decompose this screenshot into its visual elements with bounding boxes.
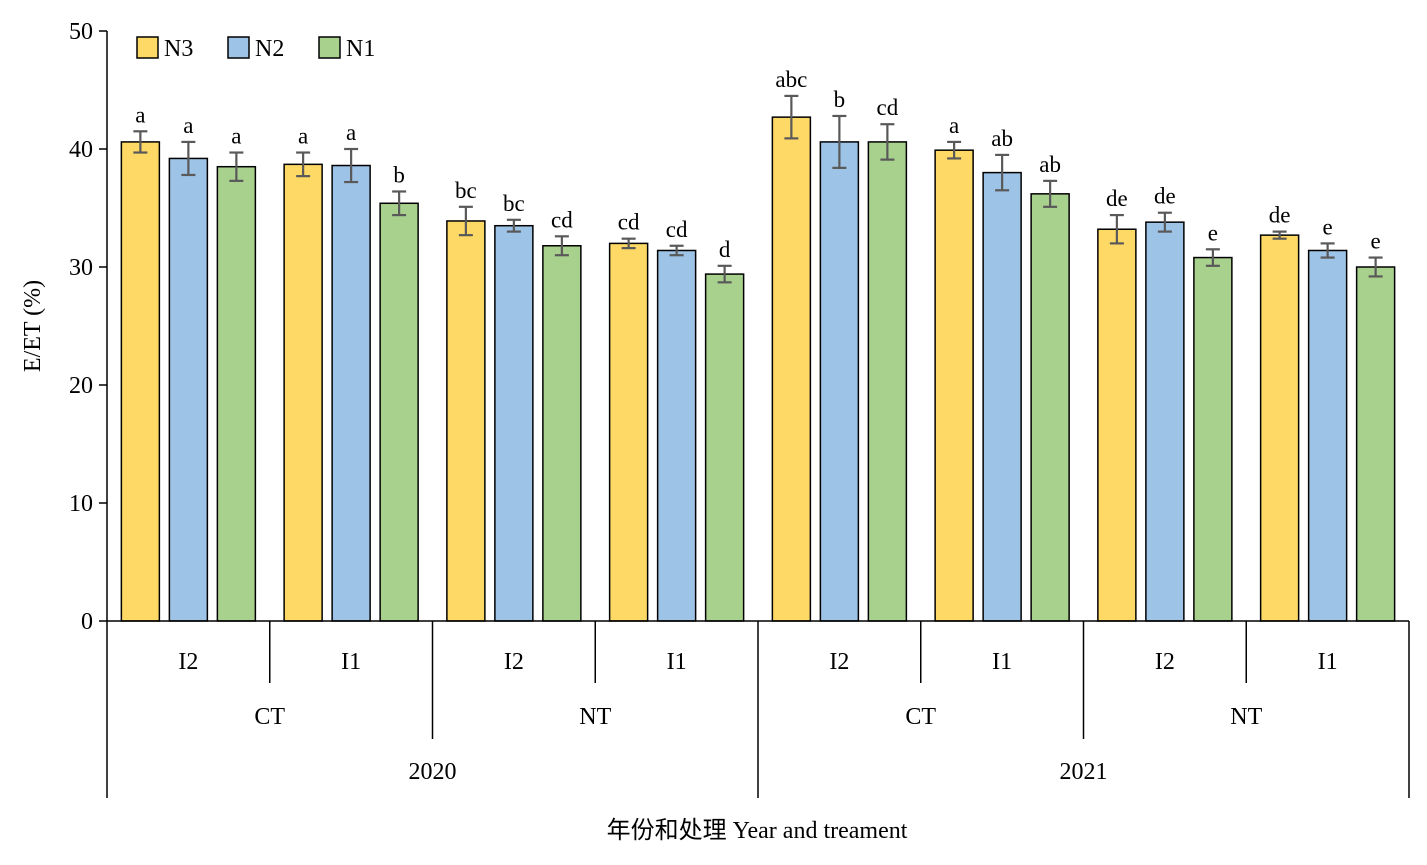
bar xyxy=(934,149,974,622)
significance-label: cd xyxy=(618,210,640,235)
tillage-label: CT xyxy=(254,704,285,730)
significance-label: de xyxy=(1269,203,1291,228)
irrigation-label: I1 xyxy=(1318,649,1338,675)
bar xyxy=(1030,193,1070,622)
bar xyxy=(542,245,582,622)
legend-label: N2 xyxy=(255,36,284,62)
legend-label: N3 xyxy=(164,36,193,62)
y-tick-label: 0 xyxy=(81,609,93,635)
significance-label: a xyxy=(231,124,241,149)
bar xyxy=(771,116,812,622)
irrigation-label: I1 xyxy=(667,649,687,675)
irrigation-label: I2 xyxy=(1155,649,1175,675)
bar xyxy=(379,202,419,622)
significance-label: bc xyxy=(503,191,525,216)
tillage-label: CT xyxy=(905,704,936,730)
significance-label: d xyxy=(719,237,731,262)
bar xyxy=(120,141,161,622)
significance-label: a xyxy=(135,102,145,127)
bar xyxy=(331,164,371,622)
significance-label: a xyxy=(949,113,959,138)
significance-label: b xyxy=(834,87,846,112)
year-label: 2021 xyxy=(1060,759,1108,785)
significance-label: bc xyxy=(455,178,477,203)
legend: N3 N2 N1 xyxy=(136,36,375,62)
legend-swatch xyxy=(318,36,341,59)
irrigation-label: I2 xyxy=(178,649,198,675)
y-tick-label: 30 xyxy=(69,255,93,281)
significance-label: cd xyxy=(666,217,688,242)
bar xyxy=(446,220,486,622)
category-labels: I2 I1 I2 I1 I2 I1 I2 I1 CT NT CT NT 2020 2021 xyxy=(106,621,1410,798)
irrigation-label: I2 xyxy=(504,649,524,675)
significance-label: e xyxy=(1208,220,1218,245)
irrigation-label: I1 xyxy=(992,649,1012,675)
significance-label: e xyxy=(1371,229,1381,254)
bar xyxy=(216,165,257,622)
bar xyxy=(867,141,908,622)
year-label: 2020 xyxy=(409,759,457,785)
bar xyxy=(1097,228,1137,622)
tillage-label: NT xyxy=(1230,704,1262,730)
bar xyxy=(819,141,860,622)
irrigation-label: I2 xyxy=(829,649,849,675)
significance-label: cd xyxy=(551,207,573,232)
bar xyxy=(704,273,745,622)
bar xyxy=(1145,221,1185,622)
bar xyxy=(656,249,697,622)
y-tick-label: 10 xyxy=(69,491,93,517)
significance-label: a xyxy=(346,120,356,145)
significance-label: ab xyxy=(991,126,1013,151)
significance-label: e xyxy=(1323,214,1333,239)
significance-label: ab xyxy=(1039,152,1061,177)
legend-label: N1 xyxy=(346,36,375,62)
significance-label: de xyxy=(1106,186,1128,211)
significance-label: a xyxy=(298,124,308,149)
legend-swatch xyxy=(136,36,159,59)
bar xyxy=(283,163,323,622)
y-tick-label: 50 xyxy=(69,19,93,45)
bar xyxy=(1259,234,1300,622)
bar xyxy=(1193,256,1233,622)
tillage-label: NT xyxy=(579,704,611,730)
significance-label: abc xyxy=(775,67,807,92)
bar xyxy=(1307,249,1348,622)
bar xyxy=(1355,266,1396,622)
legend-swatch xyxy=(227,36,250,59)
significance-label: de xyxy=(1154,184,1176,209)
significance-label: a xyxy=(183,113,193,138)
y-axis-title: E/ET (%) xyxy=(20,280,46,372)
significance-label: cd xyxy=(877,95,899,120)
irrigation-label: I1 xyxy=(341,649,361,675)
significance-label: b xyxy=(393,162,405,187)
bar xyxy=(608,242,649,622)
y-tick-label: 40 xyxy=(69,137,93,163)
x-axis-title: 年份和处理 Year and treament xyxy=(607,817,908,844)
bar xyxy=(494,224,534,622)
y-tick-label: 20 xyxy=(69,373,93,399)
bar xyxy=(168,157,209,622)
bar xyxy=(982,171,1022,622)
